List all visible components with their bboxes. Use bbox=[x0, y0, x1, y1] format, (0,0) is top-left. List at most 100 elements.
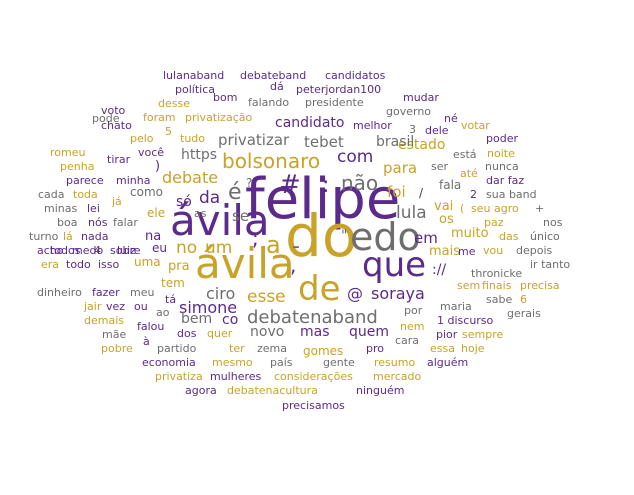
word: melhor bbox=[353, 119, 392, 132]
word: cada bbox=[38, 188, 65, 201]
word: lei bbox=[87, 202, 100, 215]
word: política bbox=[175, 83, 215, 96]
word: nós bbox=[88, 216, 108, 229]
word: https bbox=[181, 147, 218, 163]
word: estado bbox=[398, 137, 446, 153]
word: é bbox=[228, 180, 242, 205]
word: privatizar bbox=[218, 131, 290, 149]
word: bem bbox=[181, 311, 213, 327]
word: , bbox=[290, 253, 297, 277]
word: dele bbox=[425, 124, 449, 137]
word: dinheiro bbox=[37, 286, 82, 299]
word: finais bbox=[482, 279, 512, 292]
word: : bbox=[322, 173, 330, 198]
word: como bbox=[130, 185, 163, 199]
word: eu bbox=[152, 241, 167, 255]
word: boa bbox=[57, 216, 78, 229]
word: para bbox=[383, 159, 418, 177]
word: edo bbox=[350, 215, 421, 259]
word: fazer bbox=[92, 286, 120, 299]
word: debateband bbox=[240, 69, 307, 82]
word: bolsonaro bbox=[222, 149, 321, 173]
word: votar bbox=[461, 119, 490, 132]
word: tebet bbox=[304, 133, 344, 151]
word: pior bbox=[436, 328, 458, 341]
word: um bbox=[205, 238, 233, 258]
word: - bbox=[292, 234, 300, 259]
word: hoje bbox=[461, 342, 485, 355]
word: considerações bbox=[274, 370, 353, 383]
word: à bbox=[143, 335, 150, 348]
word: 6 bbox=[520, 293, 527, 306]
word: era bbox=[41, 258, 60, 271]
word: isso bbox=[98, 258, 120, 271]
word: no bbox=[176, 238, 198, 258]
word: partido bbox=[157, 342, 197, 355]
word: foram bbox=[143, 111, 176, 124]
word: meu bbox=[130, 286, 155, 299]
word: até bbox=[460, 167, 478, 180]
word: do bbox=[285, 202, 358, 270]
word: sem bbox=[457, 279, 481, 292]
word: sua band bbox=[486, 188, 537, 201]
word: as bbox=[194, 207, 207, 220]
word: ? bbox=[246, 176, 253, 190]
word: ávila bbox=[170, 196, 270, 245]
word: turno bbox=[29, 230, 59, 243]
word: ávila bbox=[195, 239, 295, 288]
word: 3 bbox=[409, 123, 416, 136]
word: privatização bbox=[185, 111, 253, 124]
word: dos bbox=[177, 327, 197, 340]
word: em bbox=[414, 229, 438, 247]
word: se bbox=[232, 207, 250, 225]
word: / bbox=[419, 186, 424, 200]
word: cara bbox=[395, 334, 420, 347]
word: gerais bbox=[507, 307, 541, 320]
word: paz bbox=[484, 216, 504, 229]
word: zema bbox=[257, 342, 287, 355]
word: falar bbox=[113, 216, 138, 229]
word: precisa bbox=[520, 279, 560, 292]
word: privatiza bbox=[155, 370, 203, 383]
word: esse bbox=[247, 287, 286, 307]
word: muito bbox=[451, 226, 489, 241]
word: me bbox=[458, 245, 476, 258]
word: você bbox=[138, 146, 165, 159]
word: uma bbox=[134, 255, 161, 269]
word: minas bbox=[44, 202, 78, 215]
word: agora bbox=[185, 384, 217, 397]
word: dá bbox=[270, 80, 284, 93]
word: debatenacultura bbox=[227, 384, 318, 397]
word: bom bbox=[213, 91, 238, 104]
word: depois bbox=[516, 244, 553, 257]
word: acho bbox=[37, 244, 64, 257]
word: pode bbox=[92, 112, 120, 125]
word: que bbox=[362, 245, 427, 285]
word: da bbox=[199, 188, 221, 208]
word: pra bbox=[168, 259, 190, 274]
word: desse bbox=[158, 97, 190, 110]
word: ciro bbox=[206, 284, 236, 303]
word: falando bbox=[248, 96, 290, 109]
word: mãe bbox=[102, 328, 127, 341]
word: mesmo bbox=[212, 356, 253, 369]
word: gente bbox=[323, 356, 355, 369]
word: @ bbox=[347, 284, 363, 303]
word: pelo bbox=[130, 132, 154, 145]
word: 1 discurso bbox=[437, 314, 494, 327]
word: 5 bbox=[165, 125, 172, 138]
word: só bbox=[176, 194, 192, 210]
word: poder bbox=[486, 132, 518, 145]
word: mas bbox=[300, 324, 330, 340]
word: pobre bbox=[101, 342, 133, 355]
word: ( bbox=[460, 202, 465, 215]
word: medo bbox=[72, 244, 104, 257]
word: demais bbox=[84, 314, 124, 327]
word: ao bbox=[156, 306, 170, 319]
word: quem bbox=[349, 324, 390, 340]
word: já bbox=[112, 195, 122, 208]
word: sempre bbox=[462, 328, 504, 341]
word: jair bbox=[84, 300, 102, 313]
word: sabe bbox=[486, 293, 513, 306]
word: lulanaband bbox=[163, 69, 225, 82]
